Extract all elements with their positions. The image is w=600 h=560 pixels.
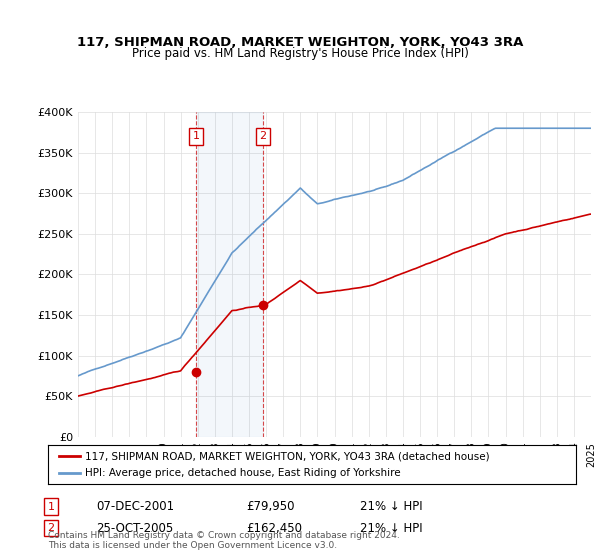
Text: 2: 2 [47, 523, 55, 533]
Text: 07-DEC-2001: 07-DEC-2001 [96, 500, 174, 514]
Text: 1: 1 [193, 132, 200, 141]
Text: 2: 2 [259, 132, 266, 141]
Text: 1: 1 [47, 502, 55, 512]
Text: 25-OCT-2005: 25-OCT-2005 [96, 521, 173, 535]
Text: 21% ↓ HPI: 21% ↓ HPI [360, 521, 422, 535]
Text: Price paid vs. HM Land Registry's House Price Index (HPI): Price paid vs. HM Land Registry's House … [131, 46, 469, 60]
Text: 117, SHIPMAN ROAD, MARKET WEIGHTON, YORK, YO43 3RA: 117, SHIPMAN ROAD, MARKET WEIGHTON, YORK… [77, 35, 523, 49]
Text: Contains HM Land Registry data © Crown copyright and database right 2024.
This d: Contains HM Land Registry data © Crown c… [48, 530, 400, 550]
Text: 21% ↓ HPI: 21% ↓ HPI [360, 500, 422, 514]
Text: £79,950: £79,950 [246, 500, 295, 514]
Text: £162,450: £162,450 [246, 521, 302, 535]
Text: 117, SHIPMAN ROAD, MARKET WEIGHTON, YORK, YO43 3RA (detached house): 117, SHIPMAN ROAD, MARKET WEIGHTON, YORK… [85, 451, 490, 461]
Text: HPI: Average price, detached house, East Riding of Yorkshire: HPI: Average price, detached house, East… [85, 468, 401, 478]
Bar [196, 112, 263, 437]
